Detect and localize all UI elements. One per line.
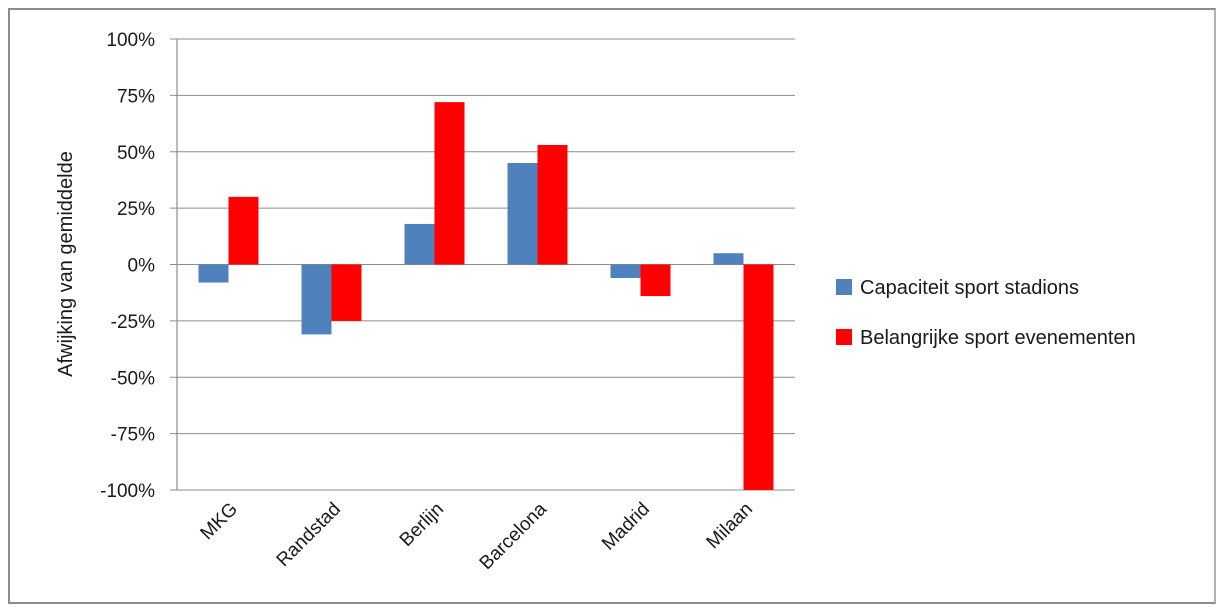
bar-evenementen xyxy=(640,264,671,297)
bar-evenementen xyxy=(228,196,259,265)
y-axis-label: Afwijking van gemiddelde xyxy=(55,151,77,377)
bar-evenementen xyxy=(743,264,774,490)
x-category-label: Berlijn xyxy=(396,499,448,551)
legend-swatch xyxy=(836,279,852,295)
chart-frame xyxy=(8,8,1216,604)
y-tick-label: -25% xyxy=(111,312,155,333)
bar-capaciteit xyxy=(610,264,641,279)
y-tick-label: 25% xyxy=(117,199,155,220)
bar-capaciteit xyxy=(301,264,332,335)
y-tick-label: 0% xyxy=(128,256,156,277)
legend-label: Capaciteit sport stadions xyxy=(860,277,1079,299)
x-category-label: Milaan xyxy=(703,499,757,553)
y-tick-label: 75% xyxy=(117,86,155,107)
x-axis-category-labels: MKG Randstad Berlijn Barcelona Madrid Milaan xyxy=(197,498,757,574)
gridlines xyxy=(170,38,795,491)
bar-capaciteit xyxy=(404,223,435,265)
y-tick-label: -75% xyxy=(111,425,155,446)
bar-evenementen xyxy=(434,102,465,265)
legend-label: Belangrijke sport evenementen xyxy=(860,327,1136,349)
x-category-label: Barcelona xyxy=(476,498,552,574)
bar-capaciteit xyxy=(713,253,744,265)
bar-capaciteit xyxy=(198,264,229,283)
bar-evenementen xyxy=(537,144,568,265)
y-tick-label: -100% xyxy=(100,481,155,502)
bar-evenementen xyxy=(331,264,362,321)
bars xyxy=(198,102,774,490)
x-category-label: Madrid xyxy=(598,499,654,555)
legend: Capaciteit sport stadions Belangrijke spo… xyxy=(836,277,1136,349)
x-category-label: MKG xyxy=(197,499,242,544)
y-tick-label: 100% xyxy=(106,30,155,51)
bar-capaciteit xyxy=(507,163,538,265)
y-tick-label: 50% xyxy=(117,143,155,164)
y-tick-label: -50% xyxy=(111,368,155,389)
y-axis-tick-labels: 100% 75% 50% 25% 0% -25% -50% -75% -100% xyxy=(100,30,155,502)
legend-swatch xyxy=(836,329,852,345)
x-category-label: Randstad xyxy=(273,499,345,571)
